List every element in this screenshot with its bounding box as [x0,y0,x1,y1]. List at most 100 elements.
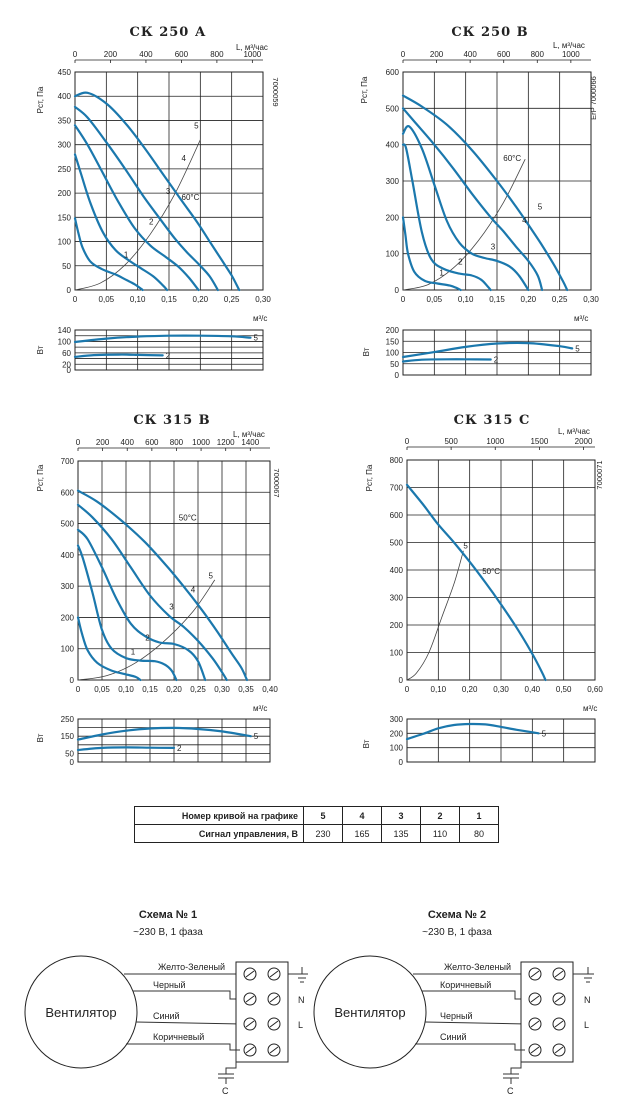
x-axis-unit: м³/с [253,704,267,713]
screw-slot [554,1046,564,1054]
top-axis-label: L, м³/час [553,41,585,50]
top-axis-label: L, м³/час [558,427,590,436]
y-axis-label: Pст, Па [360,76,369,103]
wiring-scheme-2: Схема № 2 ~230 В, 1 фаза Вентилятор Желт… [313,909,594,1096]
row-header-curve: Номер кривой на графике [134,806,304,825]
top-tick-label: 200 [430,50,444,59]
y-tick-label: 500 [390,539,404,548]
curve-label: 1 [439,268,444,277]
terminal-block [520,961,574,1063]
ground-icon [573,967,594,983]
performance-curve [76,528,207,682]
power-tick-label: 0 [67,366,72,375]
scheme-title: Схема № 1 [139,909,197,921]
performance-curve [73,91,241,292]
power-curve [76,746,176,752]
power-tick-label: 60 [62,349,71,358]
table-row: Номер кривой на графике 5 4 3 2 1 [134,806,499,825]
power-curve [401,341,574,359]
terminal-n-label: N [584,995,591,1005]
performance-curve [401,216,462,292]
x-tick-label: 0,10 [130,295,146,304]
wire-label: Желто-Зеленый [444,962,511,972]
x-tick-label: 0,50 [556,685,572,694]
x-axis-unit: м³/с [253,314,267,323]
power-tick-label: 100 [390,744,404,753]
plot-frame [402,71,592,291]
x-tick-label: 0 [405,685,410,694]
performance-curve [76,616,142,682]
power-tick-label: 250 [61,715,75,724]
top-tick-label: 1000 [192,438,210,447]
table-cell: 3 [381,806,421,825]
wire-label: Синий [440,1032,467,1042]
wire-2 [133,990,242,1000]
temperature-label: 60°C [182,193,200,202]
temperature-label: 60°C [503,154,521,163]
scheme-subtitle: ~230 В, 1 фаза [422,926,492,938]
chart-code: 7000067 [272,468,281,497]
screw-slot [269,1046,279,1054]
performance-curve [405,483,547,682]
curve-label: 4 [182,154,187,163]
screw-slot [245,995,255,1003]
scheme-subtitle: ~230 В, 1 фаза [133,926,203,938]
x-axis-unit: м³/с [574,314,588,323]
power-tick-label: 150 [61,732,75,741]
chart-ck315b: СК 315 В L, м³/час Pст, Па 7000067 м³/с … [36,413,281,767]
terminal-block [235,961,289,1063]
chart-ck250b: СК 250 В L, м³/час Pст, Па ErP 7000066 м… [360,25,599,380]
fan-circle [313,955,427,1069]
screw-slot [554,970,564,978]
curve-label: 5 [463,542,468,551]
top-tick-label: 800 [531,50,545,59]
power-curve-label: 5 [575,344,580,353]
top-tick-label: 800 [170,438,184,447]
performance-curve [73,105,219,292]
screw-slot [269,995,279,1003]
y-tick-label: 0 [70,676,75,685]
table-cell: 5 [303,806,343,825]
curve-label: 5 [538,202,543,211]
wire-label: Синий [153,1011,180,1021]
performance-curve [401,143,492,292]
curve-label: 5 [209,571,214,580]
control-signal-table: Номер кривой на графике 5 4 3 2 1 Сигнал… [134,806,499,843]
x-tick-label: 0,60 [587,685,603,694]
screw-slot [245,970,255,978]
y-tick-label: 200 [61,613,75,622]
terminal-n-label: N [298,995,305,1005]
table-cell: 2 [420,806,460,825]
system-resistance-curve [406,550,464,681]
table-cell: 110 [420,824,460,843]
chart-code: ErP 7000066 [589,76,598,120]
y-tick-label: 100 [58,238,72,247]
power-frame [402,329,592,376]
top-tick-label: 800 [210,50,224,59]
top-tick-label: 1200 [217,438,235,447]
curve-label: 3 [169,603,174,612]
power-curve [401,358,492,363]
capacitor-label: C [507,1086,514,1096]
power-tick-label: 200 [390,729,404,738]
top-tick-label: 600 [145,438,159,447]
wire-label: Коричневый [440,980,491,990]
system-resistance-curve [77,579,216,681]
y-tick-label: 300 [386,177,400,186]
x-tick-label: 0 [76,685,81,694]
top-tick-label: 1000 [562,50,580,59]
top-tick-label: 1000 [486,437,504,446]
performance-curve [76,503,228,682]
x-tick-label: 0,20 [521,295,537,304]
y-tick-label: 300 [58,141,72,150]
top-tick-label: 600 [497,50,511,59]
y-tick-label: 500 [386,104,400,113]
table-cell: 80 [459,824,499,843]
power-curve-label: 5 [542,729,547,738]
chart-title: СК 250 А [130,25,207,40]
curve-label: 4 [191,585,196,594]
power-y-label: Вт [362,347,371,356]
power-frame [406,718,596,763]
x-tick-label: 0,15 [142,685,158,694]
